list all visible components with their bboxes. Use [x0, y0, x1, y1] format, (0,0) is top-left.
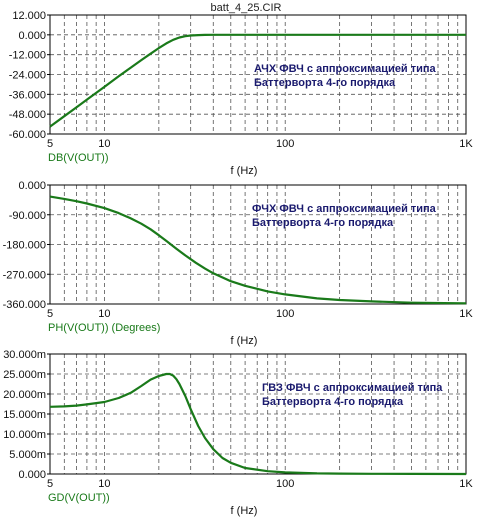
y-tick-label: -48.000	[9, 109, 46, 121]
x-tick-label: 1K	[459, 308, 473, 320]
y-tick-label: 25.000m	[3, 369, 46, 381]
plot-panels: 12.000 0.000 -12.000 -24.000 -36.000 -48.000 -…	[3, 10, 474, 517]
y-tick-label: -12.000	[9, 50, 46, 62]
x-tick-label: 1K	[459, 478, 473, 490]
series-line	[49, 33, 466, 128]
annotation-line: ФЧХ ФВЧ с аппроксимацией типа	[252, 203, 437, 215]
window-title: batt_4_25.CIR	[211, 2, 282, 14]
x-tick-label: 5	[47, 138, 53, 150]
x-axis-label: f (Hz)	[231, 165, 258, 177]
chart-panel-3: 30.000m 25.000m 20.000m 15.000m 10.000m 5.000…	[3, 349, 473, 517]
plot-frame	[49, 14, 467, 135]
series-line	[49, 372, 467, 476]
y-tick-label: 0.000	[18, 30, 46, 42]
y-tick-label: -24.000	[9, 70, 46, 82]
x-tick-label: 5	[47, 308, 53, 320]
y-tick-label: 15.000m	[3, 409, 46, 421]
chart-panel-1: 12.000 0.000 -12.000 -24.000 -36.000 -48.000 -…	[9, 10, 474, 177]
y-tick-label: -180.000	[3, 240, 46, 252]
x-tick-label: 10	[98, 308, 110, 320]
y-tick-label: -270.000	[3, 269, 46, 281]
y-tick-label: -360.000	[3, 299, 46, 311]
y-tick-label: 0.000	[18, 180, 46, 192]
annotation-line: Баттерворта 4-го порядка	[252, 217, 394, 229]
y-tick-label: -36.000	[9, 89, 46, 101]
y-tick-label: 30.000m	[3, 349, 46, 361]
x-tick-label: 100	[276, 308, 294, 320]
y-tick-label: 5.000m	[9, 449, 46, 461]
y-tick-label: 10.000m	[3, 429, 46, 441]
plot-frame	[49, 353, 467, 475]
trace-label: GD(V(OUT))	[48, 492, 110, 504]
annotation-line: Баттерворта 4-го порядка	[254, 77, 396, 89]
y-tick-label: 0.000	[18, 469, 46, 481]
x-tick-label: 5	[47, 478, 53, 490]
y-tick-label: 12.000	[12, 10, 46, 22]
x-tick-label: 10	[98, 478, 110, 490]
x-tick-label: 1K	[459, 138, 473, 150]
annotation-line: Баттерворта 4-го порядка	[262, 396, 404, 408]
x-axis-label: f (Hz)	[231, 505, 258, 517]
y-tick-label: -60.000	[9, 129, 46, 141]
y-tick-label: -90.000	[9, 210, 46, 222]
series-line	[49, 195, 467, 305]
annotation-line: АЧХ ФВЧ с аппроксимацией типа	[254, 63, 437, 75]
x-tick-label: 10	[98, 138, 110, 150]
x-tick-label: 100	[276, 138, 294, 150]
y-tick-label: 20.000m	[3, 389, 46, 401]
trace-label: PH(V(OUT)) (Degrees)	[48, 322, 160, 334]
annotation-line: ГВЗ ФВЧ с аппроксимацией типа	[262, 382, 443, 394]
x-tick-label: 100	[276, 478, 294, 490]
plot-frame	[49, 184, 467, 305]
trace-label: DB(V(OUT))	[48, 152, 109, 164]
x-axis-label: f (Hz)	[231, 335, 258, 347]
